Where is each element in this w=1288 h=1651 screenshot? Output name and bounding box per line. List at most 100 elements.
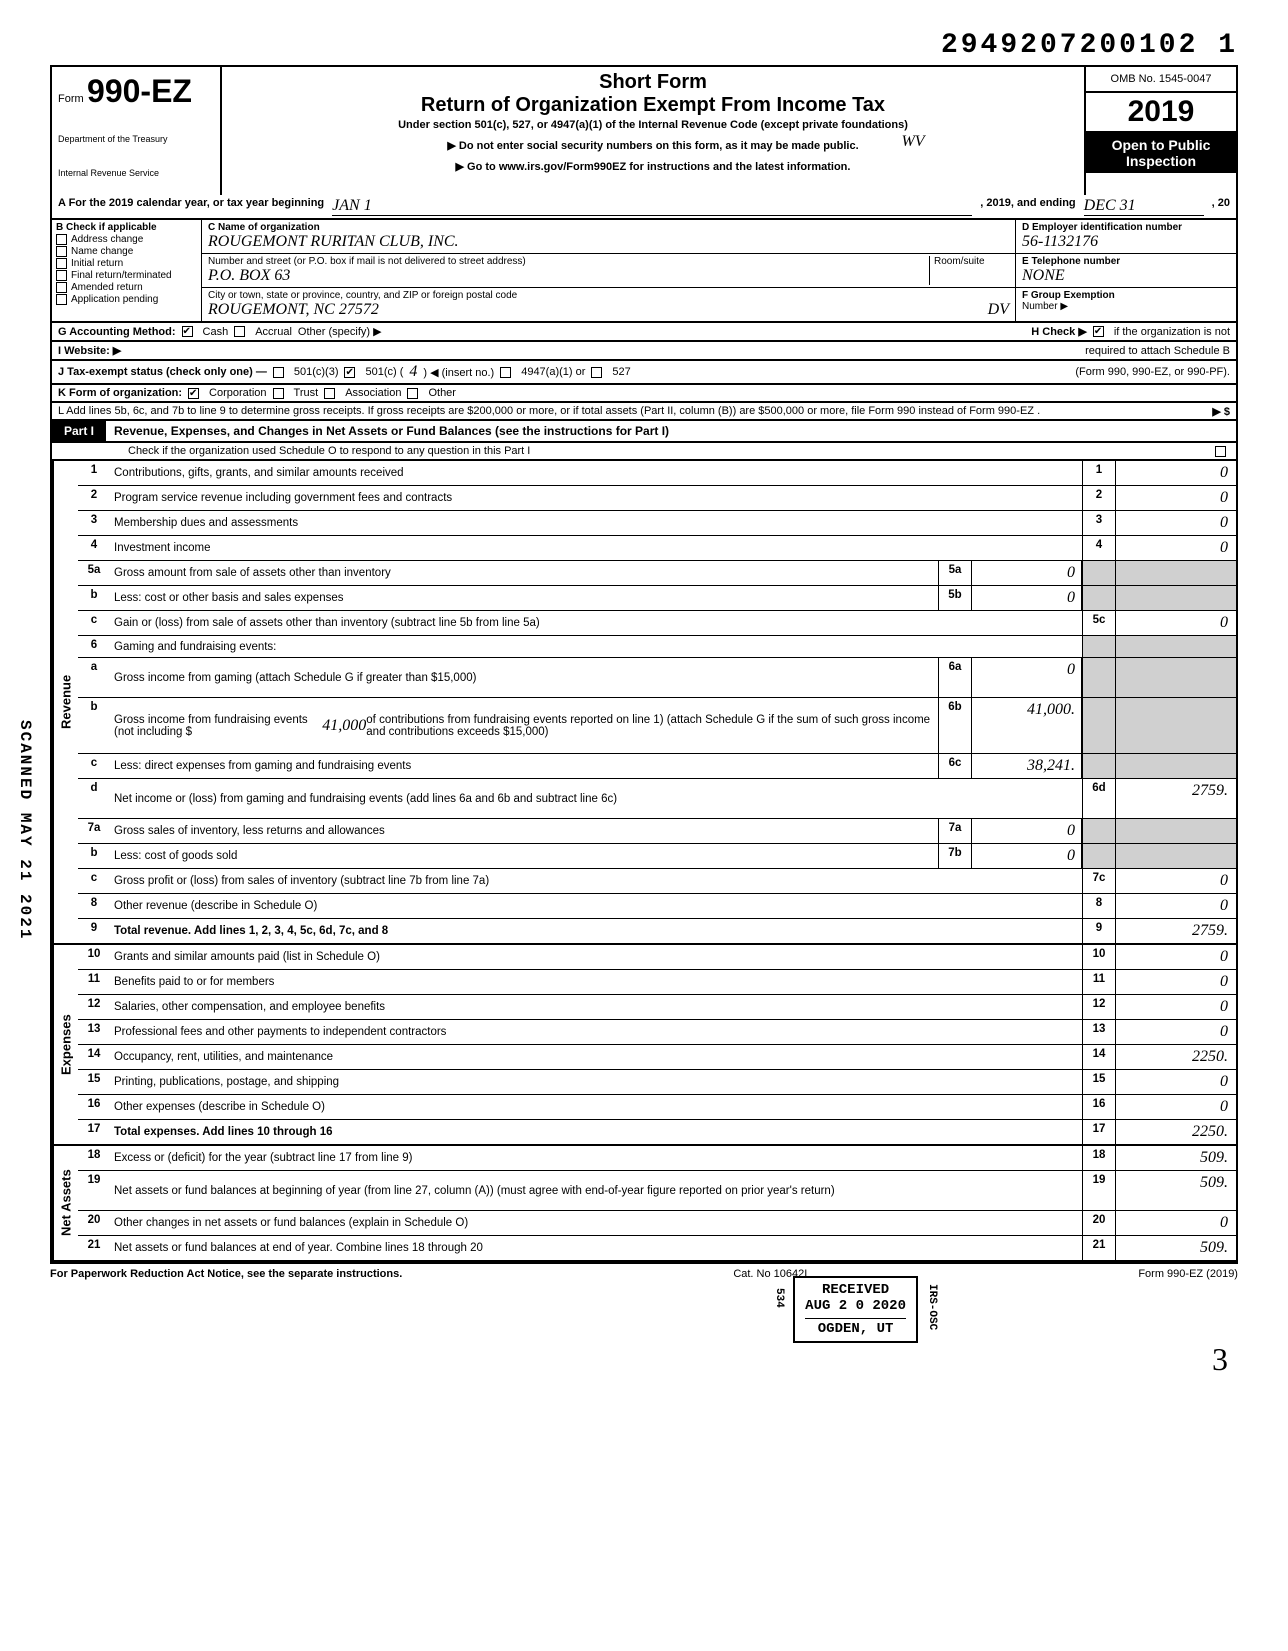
trust-label: Trust [294,387,319,399]
corp-checkbox[interactable] [188,388,199,399]
line-5a-shade [1082,561,1116,585]
line-12-val: 0 [1116,995,1236,1019]
assoc-checkbox[interactable] [324,388,335,399]
501c3-label: 501(c)(3) [294,366,339,378]
line-18-num: 18 [78,1146,110,1170]
line-2-num: 2 [78,486,110,510]
line-6c-shade2 [1116,754,1236,778]
short-form-title: Short Form [230,71,1076,94]
city-value: ROUGEMONT, NC 27572 [208,301,379,318]
amended-return-checkbox[interactable] [56,282,67,293]
name-change-label: Name change [71,246,133,257]
line-8-val: 0 [1116,894,1236,918]
line-6d-num: d [78,779,110,818]
line-16-rn: 16 [1082,1095,1116,1119]
line-14-val: 2250. [1116,1045,1236,1069]
line-5c-num: c [78,611,110,635]
line-6-desc: Gaming and fundraising events: [110,636,1082,657]
line-17-desc: Total expenses. Add lines 10 through 16 [110,1120,1082,1144]
line-3-desc: Membership dues and assessments [110,511,1082,535]
initial-return-checkbox[interactable] [56,258,67,269]
line-14-desc: Occupancy, rent, utilities, and maintena… [110,1045,1082,1069]
line-2-desc: Program service revenue including govern… [110,486,1082,510]
line-6c-num: c [78,754,110,778]
line-4-desc: Investment income [110,536,1082,560]
h-checkbox[interactable] [1093,326,1104,337]
application-pending-label: Application pending [71,294,158,305]
revenue-section: Revenue 1Contributions, gifts, grants, a… [50,461,1238,945]
stamp-date: AUG 2 0 2020 [805,1298,906,1314]
final-return-checkbox[interactable] [56,270,67,281]
address-change-label: Address change [71,234,143,245]
name-change-checkbox[interactable] [56,246,67,257]
trust-checkbox[interactable] [273,388,284,399]
scanned-stamp: SCANNED MAY 21 2021 [16,720,34,940]
address-change-checkbox[interactable] [56,234,67,245]
stamp-side1: 534 [773,1288,785,1308]
line-6d-desc: Net income or (loss) from gaming and fun… [110,779,1082,818]
line-15-val: 0 [1116,1070,1236,1094]
e-label: E Telephone number [1022,256,1120,267]
line-5c-rn: 5c [1082,611,1116,635]
application-pending-checkbox[interactable] [56,294,67,305]
line-1-rn: 1 [1082,461,1116,485]
other-specify: Other (specify) ▶ [298,325,382,338]
line-6a-num: a [78,658,110,697]
line-7a-desc: Gross sales of inventory, less returns a… [110,819,938,843]
part-1-check-row: Check if the organization used Schedule … [50,443,1238,461]
line-8-num: 8 [78,894,110,918]
line-1-num: 1 [78,461,110,485]
line-7c-desc: Gross profit or (loss) from sales of inv… [110,869,1082,893]
line-17-num: 17 [78,1120,110,1144]
line-7a-shade2 [1116,819,1236,843]
row-k: K Form of organization: Corporation Trus… [50,385,1238,403]
line-14-num: 14 [78,1045,110,1069]
initials: WV [901,133,924,150]
line-7b-shade2 [1116,844,1236,868]
line-4-num: 4 [78,536,110,560]
501c-after: ) ◀ (insert no.) [423,366,494,379]
form-number: 990-EZ [87,73,192,109]
line-2-rn: 2 [1082,486,1116,510]
part-1-schedule-o-checkbox[interactable] [1215,446,1226,457]
line-17-val: 2250. [1116,1120,1236,1144]
other-checkbox[interactable] [407,388,418,399]
line-13-desc: Professional fees and other payments to … [110,1020,1082,1044]
line-16-num: 16 [78,1095,110,1119]
line-6a-sv: 0 [972,658,1082,697]
net-assets-section: Net Assets 18Excess or (deficit) for the… [50,1146,1238,1262]
net-assets-label: Net Assets [52,1146,78,1260]
line-16-val: 0 [1116,1095,1236,1119]
part-1-title: Revenue, Expenses, and Changes in Net As… [106,421,1236,441]
accrual-checkbox[interactable] [234,326,245,337]
accrual-label: Accrual [255,326,292,338]
line-11-rn: 11 [1082,970,1116,994]
line-10-val: 0 [1116,945,1236,969]
line-11-num: 11 [78,970,110,994]
4947-checkbox[interactable] [500,367,511,378]
line-19-val: 509. [1116,1171,1236,1210]
cash-checkbox[interactable] [182,326,193,337]
line-6c-sn: 6c [938,754,972,778]
line-5b-desc: Less: cost or other basis and sales expe… [110,586,938,610]
line-5a-num: 5a [78,561,110,585]
line-7a-sn: 7a [938,819,972,843]
501c-checkbox[interactable] [344,367,355,378]
527-checkbox[interactable] [591,367,602,378]
k-label: K Form of organization: [58,387,182,399]
line-21-rn: 21 [1082,1236,1116,1260]
room-label: Room/suite [934,256,985,267]
line-15-num: 15 [78,1070,110,1094]
city-label: City or town, state or province, country… [208,290,517,301]
h-text2: required to attach Schedule B [1085,345,1230,357]
501c3-checkbox[interactable] [273,367,284,378]
line-6a-shade [1082,658,1116,697]
part-1-header: Part I Revenue, Expenses, and Changes in… [50,421,1238,443]
line-10-num: 10 [78,945,110,969]
501c-insert: 4 [409,363,417,381]
line-17-rn: 17 [1082,1120,1116,1144]
row-a-label: A For the 2019 calendar year, or tax yea… [58,197,324,216]
addr-label: Number and street (or P.O. box if mail i… [208,256,526,267]
line-4-rn: 4 [1082,536,1116,560]
line-14-rn: 14 [1082,1045,1116,1069]
